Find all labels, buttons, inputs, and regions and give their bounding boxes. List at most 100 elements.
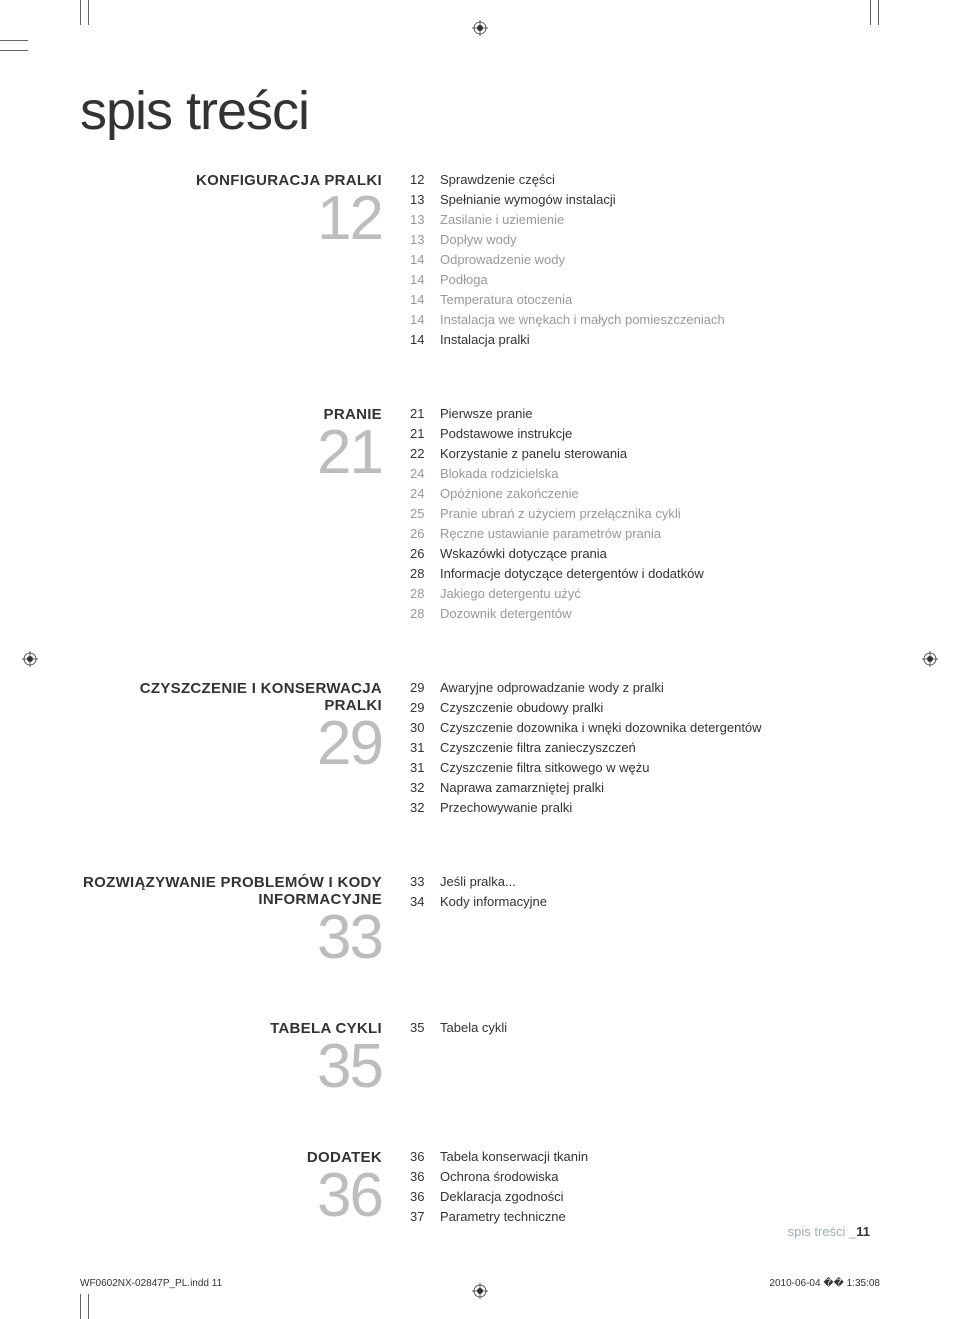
toc-entry-page: 26 xyxy=(410,546,440,561)
toc-entry-page: 29 xyxy=(410,680,440,695)
crop-mark xyxy=(80,0,81,25)
toc-entry-page: 36 xyxy=(410,1189,440,1204)
toc-entry: 14Temperatura otoczenia xyxy=(410,292,880,307)
toc-entry: 29Czyszczenie obudowy pralki xyxy=(410,700,880,715)
toc-entry: 28Dozownik detergentów xyxy=(410,606,880,621)
toc-entry: 26Wskazówki dotyczące prania xyxy=(410,546,880,561)
toc-section-head: CZYSZCZENIE I KONSERWACJA PRALKI29 xyxy=(80,680,410,820)
toc-entry-page: 33 xyxy=(410,874,440,889)
toc-section-number: 33 xyxy=(80,910,382,966)
toc-entry-title: Czyszczenie filtra zanieczyszczeń xyxy=(440,740,880,755)
toc-entry-page: 37 xyxy=(410,1209,440,1224)
toc-entry-title: Pierwsze pranie xyxy=(440,406,880,421)
toc-section-head: DODATEK36 xyxy=(80,1149,410,1229)
toc-entry-title: Instalacja we wnękach i małych pomieszcz… xyxy=(440,312,880,327)
toc-entry-page: 32 xyxy=(410,780,440,795)
toc-entry-page: 24 xyxy=(410,486,440,501)
print-timestamp: 2010-06-04 �� 1:35:08 xyxy=(769,1278,880,1289)
toc-entry: 13Zasilanie i uziemienie xyxy=(410,212,880,227)
toc-entry-title: Przechowywanie pralki xyxy=(440,800,880,815)
running-footer: spis treści _11 xyxy=(788,1224,870,1239)
toc-entry-page: 35 xyxy=(410,1020,440,1035)
toc-entry-title: Tabela cykli xyxy=(440,1020,880,1035)
toc-entry-page: 14 xyxy=(410,272,440,287)
toc-entry-title: Temperatura otoczenia xyxy=(440,292,880,307)
toc-entry: 22Korzystanie z panelu sterowania xyxy=(410,446,880,461)
toc-entry-title: Spełnianie wymogów instalacji xyxy=(440,192,880,207)
toc-entry-title: Awaryjne odprowadzanie wody z pralki xyxy=(440,680,880,695)
page-number: 11 xyxy=(856,1224,870,1239)
toc-section: ROZWIĄZYWANIE PROBLEMÓW I KODY INFORMACY… xyxy=(80,874,880,966)
toc-section-head: PRANIE21 xyxy=(80,406,410,626)
toc-entry-title: Opóźnione zakończenie xyxy=(440,486,880,501)
toc-entry: 25Pranie ubrań z użyciem przełącznika cy… xyxy=(410,506,880,521)
toc-section-body: 21Pierwsze pranie21Podstawowe instrukcje… xyxy=(410,406,880,626)
toc-entry: 12Sprawdzenie części xyxy=(410,172,880,187)
toc-entry-page: 31 xyxy=(410,760,440,775)
crop-mark xyxy=(878,0,879,25)
toc-entry-page: 14 xyxy=(410,312,440,327)
toc-entry-title: Zasilanie i uziemienie xyxy=(440,212,880,227)
toc-entry-page: 13 xyxy=(410,192,440,207)
toc-entry: 24Blokada rodzicielska xyxy=(410,466,880,481)
toc-entry-title: Czyszczenie dozownika i wnęki dozownika … xyxy=(440,720,880,735)
toc-section: KONFIGURACJA PRALKI1212Sprawdzenie częśc… xyxy=(80,172,880,352)
toc-section-body: 35Tabela cykli xyxy=(410,1020,880,1095)
toc-entry-title: Podstawowe instrukcje xyxy=(440,426,880,441)
toc-entry-page: 25 xyxy=(410,506,440,521)
toc-section-body: 12Sprawdzenie części13Spełnianie wymogów… xyxy=(410,172,880,352)
toc-section-head: KONFIGURACJA PRALKI12 xyxy=(80,172,410,352)
registration-mark-icon xyxy=(22,651,38,667)
toc-section-head: TABELA CYKLI35 xyxy=(80,1020,410,1095)
toc-entry-page: 24 xyxy=(410,466,440,481)
toc-entry-title: Kody informacyjne xyxy=(440,894,880,909)
toc-entry: 37Parametry techniczne xyxy=(410,1209,880,1224)
toc-entry: 36Deklaracja zgodności xyxy=(410,1189,880,1204)
toc-entry: 14Podłoga xyxy=(410,272,880,287)
toc-section-number: 36 xyxy=(80,1168,382,1224)
toc-entry: 14Odprowadzenie wody xyxy=(410,252,880,267)
toc-entry-page: 26 xyxy=(410,526,440,541)
toc-section: TABELA CYKLI3535Tabela cykli xyxy=(80,1020,880,1095)
toc-entry-page: 31 xyxy=(410,740,440,755)
toc-entry-title: Naprawa zamarzniętej pralki xyxy=(440,780,880,795)
toc-entry: 32Przechowywanie pralki xyxy=(410,800,880,815)
crop-mark xyxy=(88,0,89,25)
toc-section-body: 36Tabela konserwacji tkanin36Ochrona śro… xyxy=(410,1149,880,1229)
running-footer-text: spis treści _ xyxy=(788,1224,857,1239)
toc-entry: 32Naprawa zamarzniętej pralki xyxy=(410,780,880,795)
toc-entry: 21Podstawowe instrukcje xyxy=(410,426,880,441)
toc-entry: 33Jeśli pralka... xyxy=(410,874,880,889)
toc-entry-title: Korzystanie z panelu sterowania xyxy=(440,446,880,461)
toc-section: PRANIE2121Pierwsze pranie21Podstawowe in… xyxy=(80,406,880,626)
registration-mark-icon xyxy=(922,651,938,667)
toc-section: CZYSZCZENIE I KONSERWACJA PRALKI2929Awar… xyxy=(80,680,880,820)
toc-entry-page: 21 xyxy=(410,426,440,441)
toc-entry-page: 13 xyxy=(410,232,440,247)
toc-entry-page: 36 xyxy=(410,1149,440,1164)
toc-entry-page: 14 xyxy=(410,332,440,347)
page-title: spis treści xyxy=(80,80,880,142)
toc-entry: 21Pierwsze pranie xyxy=(410,406,880,421)
toc-entry-title: Blokada rodzicielska xyxy=(440,466,880,481)
toc-entry: 36Ochrona środowiska xyxy=(410,1169,880,1184)
toc-entry: 13Spełnianie wymogów instalacji xyxy=(410,192,880,207)
toc-entry-page: 36 xyxy=(410,1169,440,1184)
toc-entry: 29Awaryjne odprowadzanie wody z pralki xyxy=(410,680,880,695)
toc-section-head: ROZWIĄZYWANIE PROBLEMÓW I KODY INFORMACY… xyxy=(80,874,410,966)
toc-entry-page: 21 xyxy=(410,406,440,421)
toc-entry-title: Jakiego detergentu użyć xyxy=(440,586,880,601)
toc-entry: 14Instalacja pralki xyxy=(410,332,880,347)
toc-entry-title: Ręczne ustawianie parametrów prania xyxy=(440,526,880,541)
page-content: spis treści KONFIGURACJA PRALKI1212Spraw… xyxy=(80,80,880,1283)
toc-entry: 14Instalacja we wnękach i małych pomiesz… xyxy=(410,312,880,327)
toc-entry: 13Dopływ wody xyxy=(410,232,880,247)
toc-entry: 26Ręczne ustawianie parametrów prania xyxy=(410,526,880,541)
crop-mark xyxy=(0,50,28,51)
toc-section-number: 29 xyxy=(80,716,382,772)
toc-entry-title: Tabela konserwacji tkanin xyxy=(440,1149,880,1164)
crop-mark xyxy=(88,1294,89,1319)
toc-entry-page: 22 xyxy=(410,446,440,461)
crop-mark xyxy=(870,0,871,25)
toc-entry: 24Opóźnione zakończenie xyxy=(410,486,880,501)
